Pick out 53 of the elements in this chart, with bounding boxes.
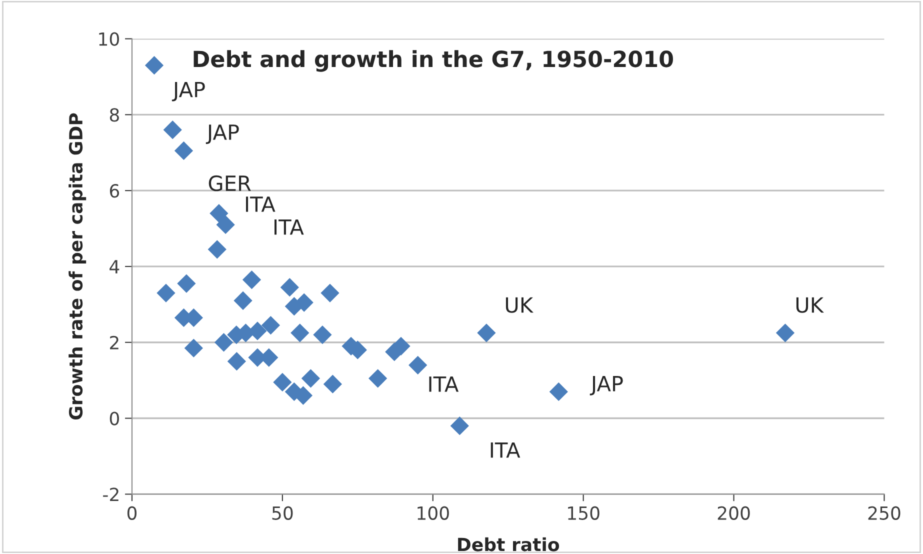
point (208, 240, 226, 259)
y-axis-title: Growth rate of per capita GDP (68, 113, 86, 420)
point (408, 356, 428, 374)
annotation: UK (796, 297, 824, 313)
y-tick-label: 0 (110, 412, 119, 426)
point (214, 333, 234, 352)
annotation: ITA (429, 376, 459, 392)
point (227, 352, 246, 371)
point (323, 374, 342, 394)
point (242, 270, 262, 290)
annotation: JAP (206, 124, 239, 144)
point (290, 324, 310, 342)
x-tick-label: 0 (127, 506, 137, 520)
annotation: ITA (490, 442, 520, 458)
point (549, 382, 568, 402)
point (477, 324, 496, 342)
point (261, 316, 280, 335)
point (156, 284, 176, 302)
point (184, 338, 203, 358)
point (368, 369, 388, 388)
annotation: GER (208, 175, 251, 192)
point (320, 284, 340, 302)
annotation: ITA (274, 219, 304, 235)
point (216, 215, 235, 234)
point (450, 416, 469, 436)
x-tick-label: 200 (718, 506, 750, 520)
point (234, 291, 252, 310)
text: Debt and growth in the G7, 1950-2010 (194, 50, 673, 72)
y-tick-label: 8 (110, 108, 119, 122)
y-tick-label: -2 (103, 488, 118, 502)
point (273, 372, 292, 392)
point (301, 369, 320, 388)
y-tick-label: 6 (110, 184, 120, 198)
x-tick-label: 250 (868, 506, 900, 520)
y-tick-label: 2 (110, 336, 118, 350)
point (177, 274, 196, 293)
y-tick-label: 4 (110, 260, 120, 274)
annotation: JAP (172, 82, 205, 102)
point (174, 141, 194, 160)
x-tick-label: 50 (272, 506, 293, 520)
point (776, 324, 795, 342)
point (210, 204, 228, 223)
point (313, 325, 332, 344)
y-tick-label: 10 (99, 32, 119, 46)
x-tick-label: 100 (418, 506, 449, 520)
annotation: UK (506, 297, 534, 313)
annotation: JAP (590, 376, 623, 396)
annotation: ITA (246, 196, 276, 212)
point (163, 120, 182, 140)
point (144, 56, 164, 75)
x-axis-title: Debt ratio (458, 537, 560, 552)
x-tick-label: 150 (568, 506, 600, 520)
point (280, 278, 299, 297)
